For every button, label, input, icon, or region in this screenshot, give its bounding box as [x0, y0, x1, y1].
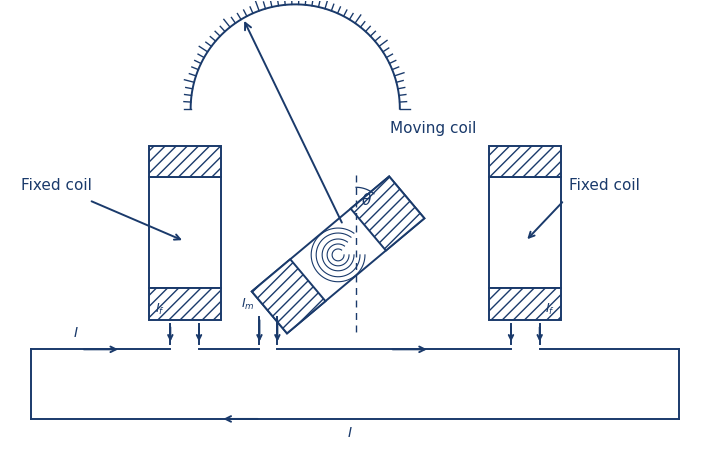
Polygon shape	[252, 176, 425, 333]
Text: Fixed coil: Fixed coil	[569, 178, 640, 193]
Polygon shape	[149, 145, 221, 177]
Text: $\theta$: $\theta$	[361, 192, 372, 208]
Polygon shape	[252, 259, 326, 333]
Polygon shape	[351, 176, 425, 250]
Polygon shape	[149, 288, 221, 320]
Text: I: I	[348, 426, 352, 440]
Text: $I_m$: $I_m$	[241, 297, 254, 313]
Text: Fixed coil: Fixed coil	[21, 178, 92, 193]
Polygon shape	[490, 288, 561, 320]
Text: $I_f$: $I_f$	[155, 302, 165, 316]
Text: Moving coil: Moving coil	[390, 121, 476, 136]
Polygon shape	[490, 177, 561, 288]
Polygon shape	[149, 177, 221, 288]
Text: $I_f$: $I_f$	[545, 302, 555, 316]
Polygon shape	[490, 145, 561, 177]
Text: I: I	[74, 326, 78, 341]
